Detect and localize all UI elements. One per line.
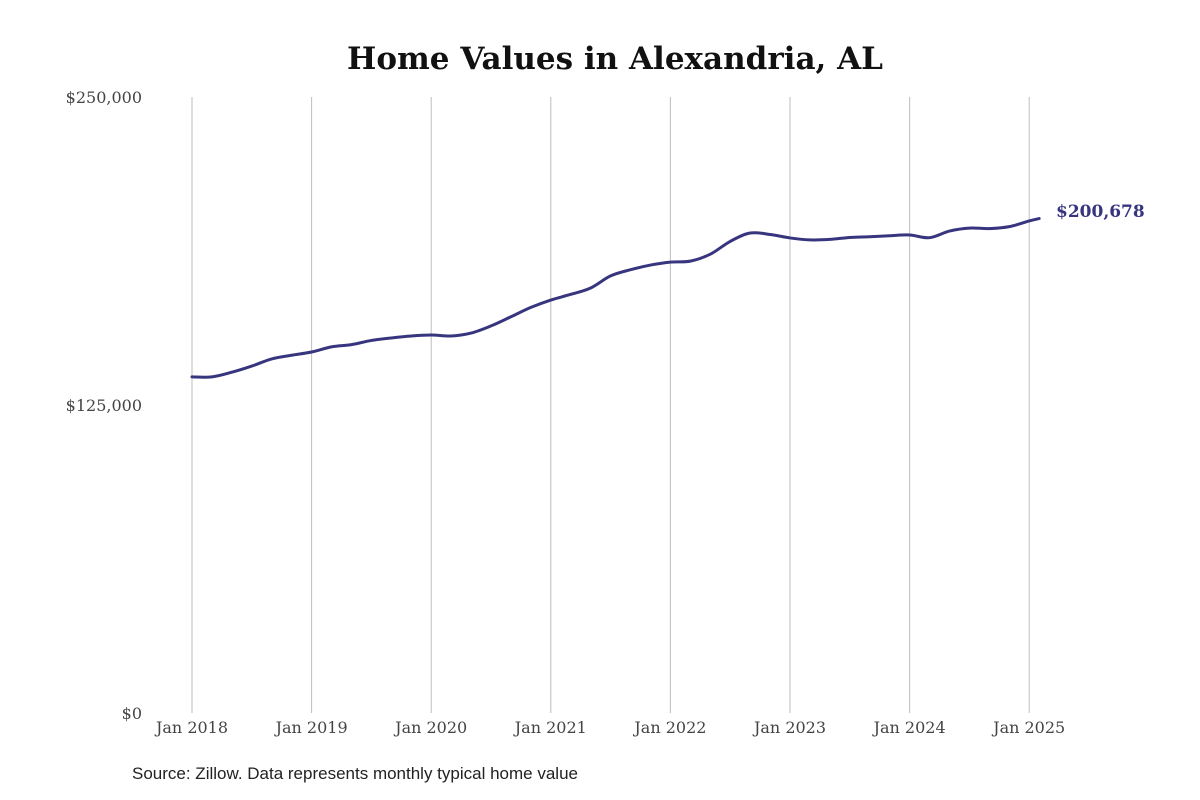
end-value-label: $200,678 [1056,202,1145,222]
x-axis: Jan 2018 Jan 2019 Jan 2020 Jan 2021 Jan 2022… [154,718,1065,737]
y-axis: $0 $125,000 $250,000 [66,88,142,723]
series-line [190,217,1041,379]
y-tick-label: $125,000 [66,396,142,415]
x-tick-label: Jan 2024 [872,718,946,737]
x-tick-label: Jan 2018 [154,718,228,737]
x-tick-label: Jan 2019 [274,718,348,737]
x-tick-label: Jan 2021 [513,718,587,737]
gridlines [191,97,1030,713]
x-tick-label: Jan 2023 [752,718,826,737]
x-tick-label: Jan 2022 [632,718,706,737]
y-tick-label: $0 [122,704,142,723]
x-tick-label: Jan 2020 [393,718,467,737]
y-tick-label: $250,000 [66,88,142,107]
chart-title: Home Values in Alexandria, AL [347,41,883,77]
source-note: Source: Zillow. Data represents monthly … [132,764,578,783]
x-tick-label: Jan 2025 [991,718,1065,737]
